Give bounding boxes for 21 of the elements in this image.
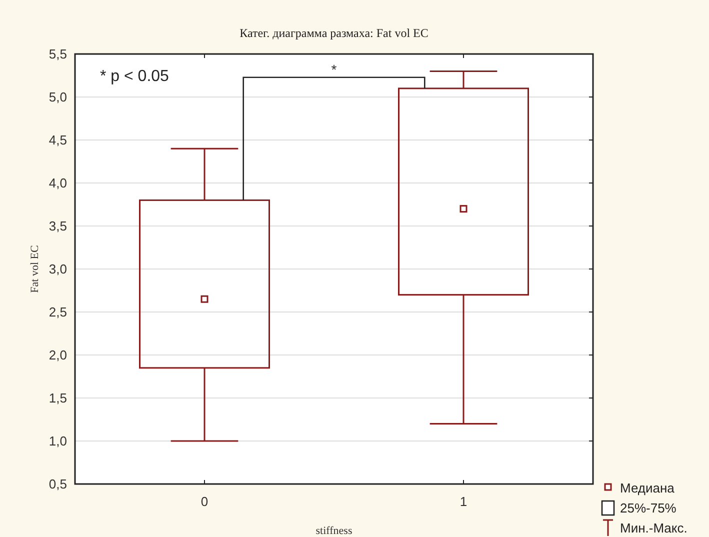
y-axis-title: Fat vol EC bbox=[29, 245, 41, 293]
y-tick-label: 5,5 bbox=[48, 46, 67, 62]
x-tick-label: 1 bbox=[460, 494, 468, 509]
text: Мин.-Макс. bbox=[620, 520, 688, 536]
y-tick-label: 3,5 bbox=[48, 218, 67, 234]
y-tick-label: 1,5 bbox=[48, 390, 67, 406]
x-axis-title: stiffness bbox=[316, 525, 352, 537]
annotation: * bbox=[331, 61, 338, 78]
y-tick-label: 4,5 bbox=[48, 132, 67, 148]
y-tick-label: 1,0 bbox=[48, 434, 67, 449]
y-tick-label: 2,0 bbox=[48, 348, 67, 363]
annotation: * p < 0.05 bbox=[100, 68, 170, 85]
x-tick-label: 0 bbox=[200, 494, 208, 509]
y-tick-label: 0,5 bbox=[48, 476, 67, 492]
text: Медиана bbox=[620, 480, 676, 496]
y-tick-label: 2,5 bbox=[48, 304, 67, 320]
y-tick-label: 4,0 bbox=[48, 176, 67, 191]
chart-title: Катег. диаграмма размаха: Fat vol EC bbox=[240, 26, 428, 40]
y-tick-label: 5,0 bbox=[48, 90, 67, 105]
y-tick-label: 3,0 bbox=[48, 262, 67, 277]
text: 25%-75% bbox=[620, 500, 677, 516]
